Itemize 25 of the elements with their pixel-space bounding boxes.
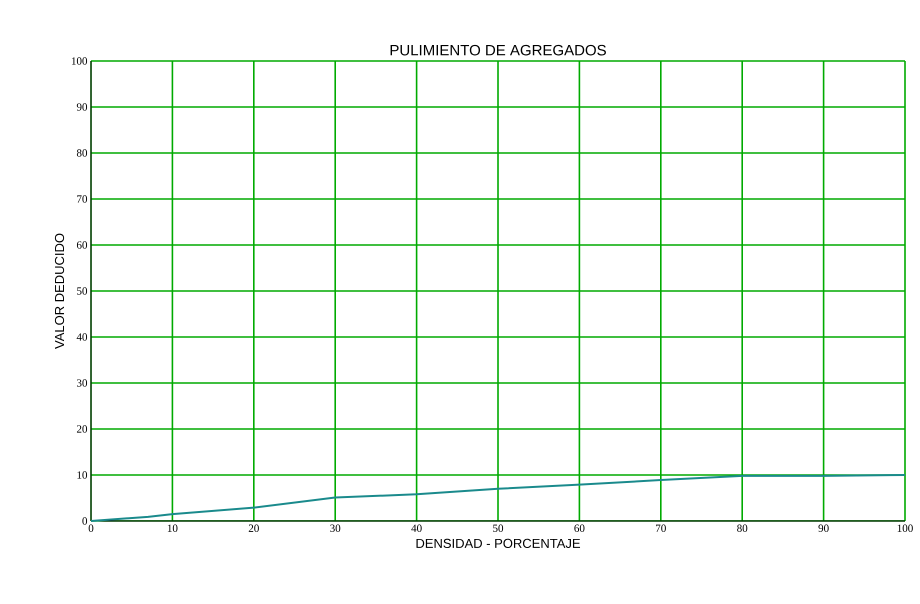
- x-tick-label: 30: [330, 524, 340, 532]
- y-axis-title: VALOR DEDUCIDO: [54, 234, 64, 349]
- y-tick-label: 0: [82, 517, 88, 525]
- x-tick-label: 100: [898, 524, 913, 532]
- y-tick-label: 60: [76, 241, 88, 249]
- chart-title: PULIMIENTO DE AGREGADOS: [390, 44, 606, 56]
- y-tick-label: 20: [76, 425, 88, 433]
- y-tick-label: 90: [76, 103, 88, 111]
- x-tick-label: 20: [248, 524, 259, 532]
- x-tick-label: 70: [656, 524, 666, 532]
- x-tick-label: 80: [737, 524, 748, 532]
- y-tick-label: 70: [77, 195, 88, 203]
- y-tick-label: 50: [77, 287, 88, 295]
- x-tick-label: 0: [88, 524, 94, 532]
- x-tick-label: 60: [574, 524, 584, 532]
- x-axis-title: DENSIDAD - PORCENTAJE: [416, 538, 580, 548]
- x-tick-label: 50: [493, 524, 504, 532]
- x-tick-label: 90: [818, 524, 829, 532]
- y-tick-label: 10: [77, 471, 88, 479]
- y-tick-label: 80: [76, 149, 88, 157]
- y-tick-label: 100: [72, 57, 88, 65]
- y-tick-label: 30: [77, 379, 88, 387]
- x-tick-label: 10: [168, 524, 178, 532]
- y-tick-label: 40: [76, 333, 88, 341]
- x-tick-label: 40: [411, 524, 422, 532]
